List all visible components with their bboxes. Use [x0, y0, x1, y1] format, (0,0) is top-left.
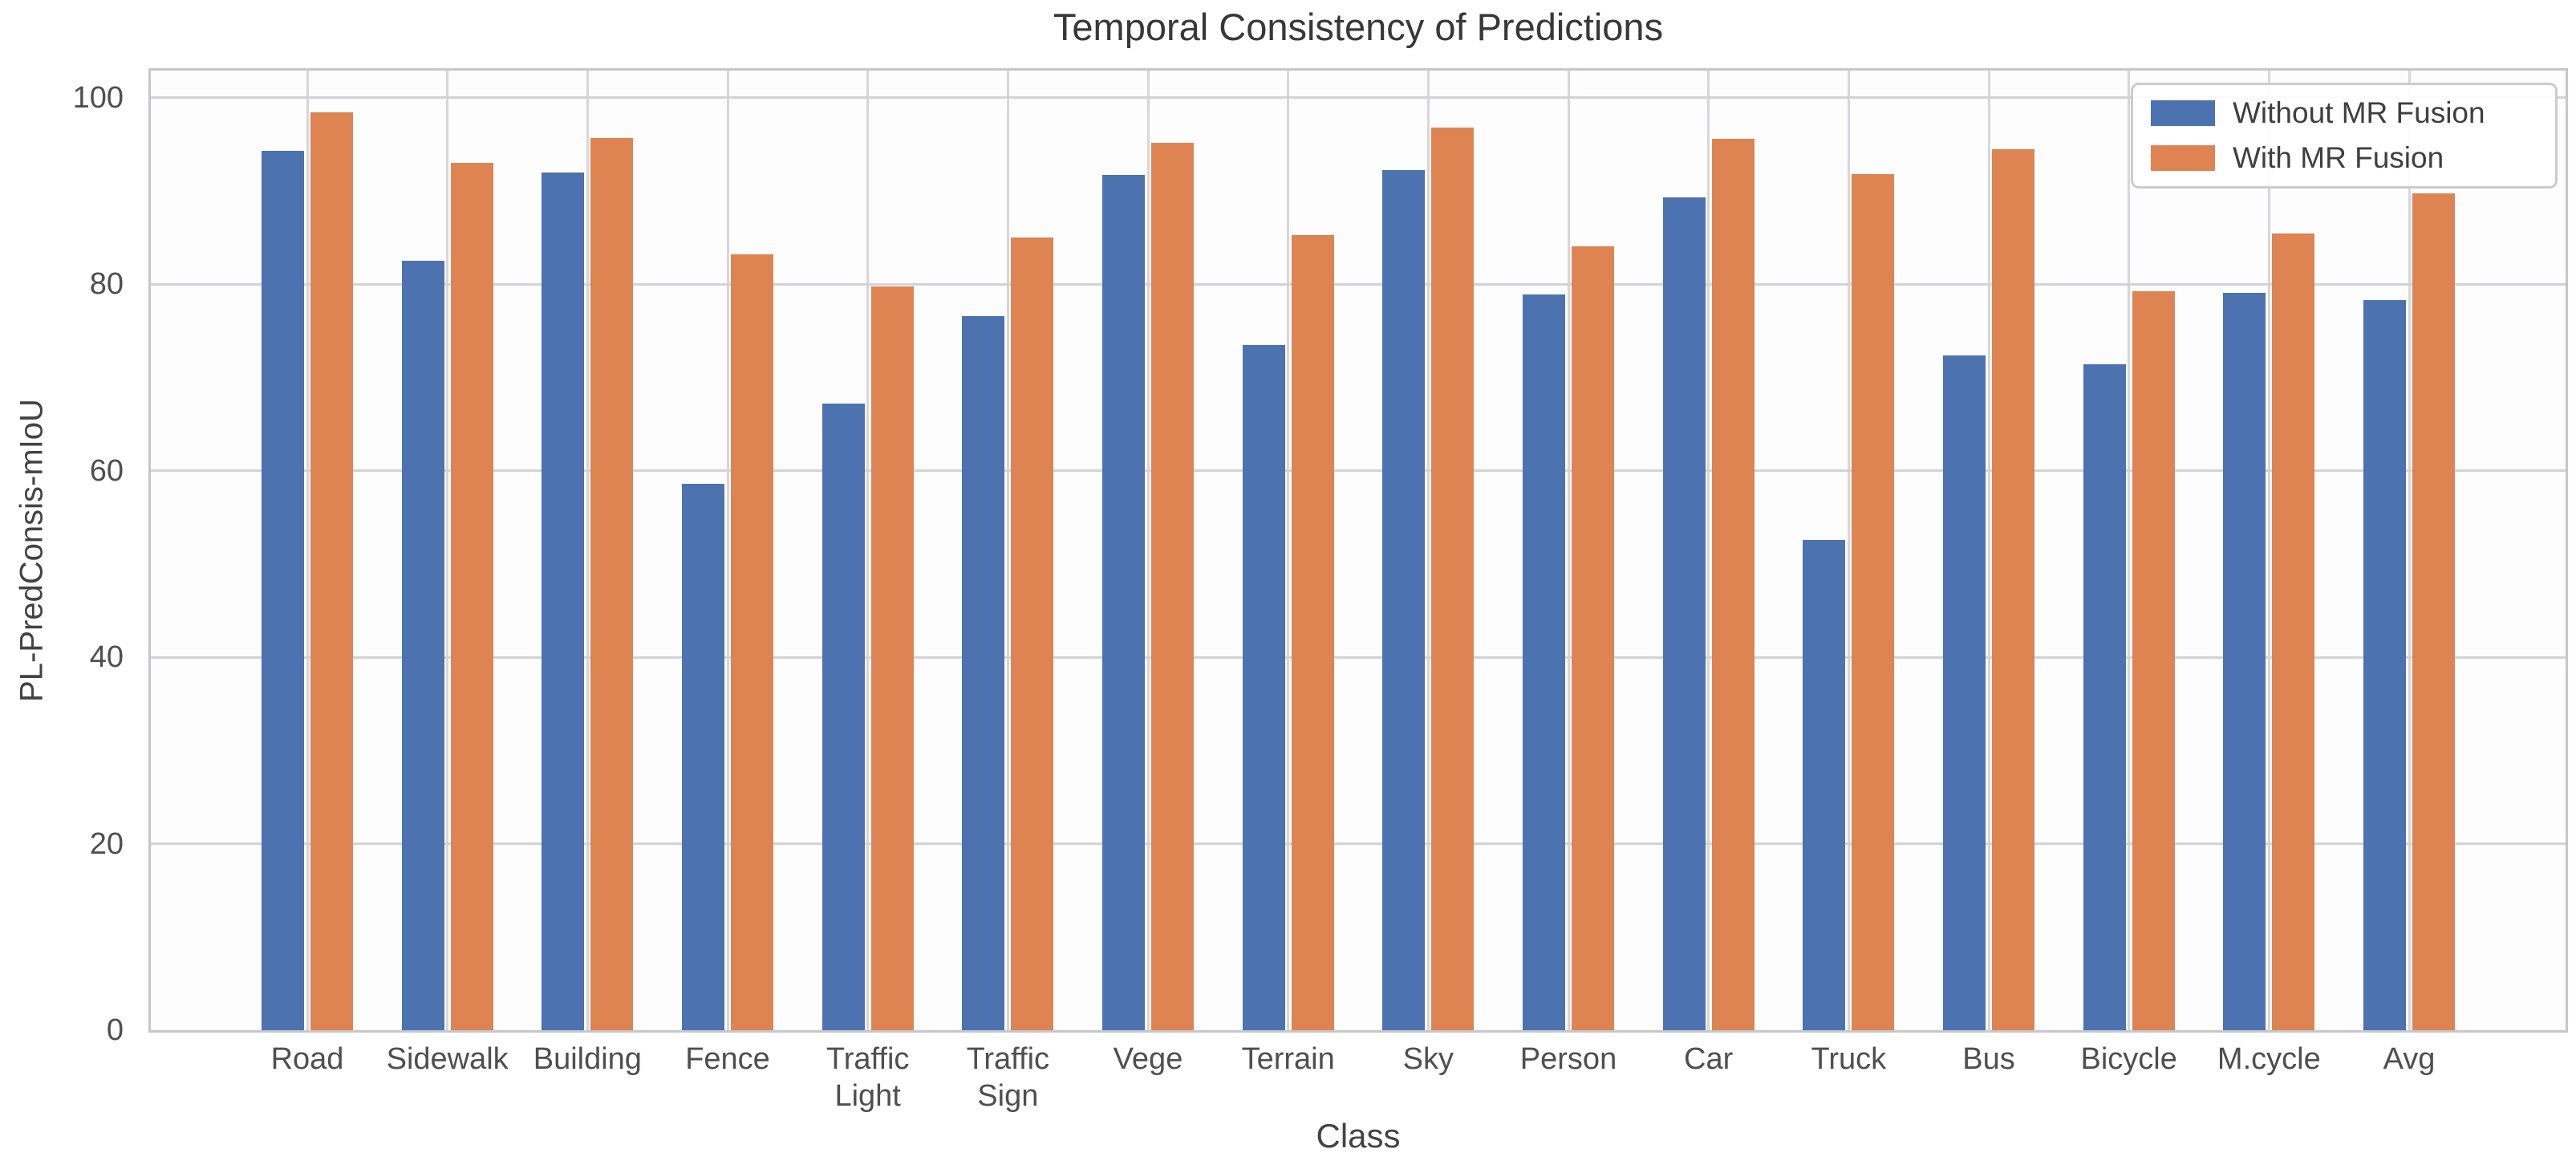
bar-without-mr-fusion — [1803, 539, 1846, 1030]
x-tick-label: Avg — [2383, 1042, 2436, 1076]
bar-with-mr-fusion — [1011, 237, 1054, 1030]
bar-with-mr-fusion — [450, 163, 493, 1030]
bar-with-mr-fusion — [2272, 233, 2315, 1030]
vertical-gridline — [866, 71, 870, 1030]
legend-label: Without MR Fusion — [2233, 96, 2485, 129]
x-tick-label: Traffic Light — [826, 1042, 910, 1113]
vertical-gridline — [1847, 71, 1850, 1030]
bar-without-mr-fusion — [542, 172, 585, 1030]
vertical-gridline — [2408, 71, 2411, 1030]
vertical-gridline — [1287, 71, 1290, 1030]
bar-without-mr-fusion — [1102, 175, 1145, 1030]
x-tick-label: Building — [533, 1042, 642, 1076]
x-tick-label: M.cycle — [2217, 1042, 2321, 1076]
vertical-gridline — [306, 71, 309, 1030]
horizontal-gridline — [151, 842, 2566, 846]
bar-without-mr-fusion — [821, 403, 865, 1030]
bar-with-mr-fusion — [310, 112, 353, 1030]
bar-without-mr-fusion — [2223, 292, 2266, 1030]
vertical-gridline — [1707, 71, 1710, 1030]
bar-without-mr-fusion — [682, 483, 724, 1030]
bar-without-mr-fusion — [1662, 197, 1706, 1030]
bar-without-mr-fusion — [2083, 364, 2126, 1030]
legend-item-with-mr-fusion: With MR Fusion — [2151, 141, 2537, 175]
y-tick-label: 0 — [106, 1013, 124, 1047]
x-tick-label: Road — [270, 1042, 344, 1076]
y-tick-label: 80 — [89, 267, 124, 302]
y-tick-label: 40 — [89, 640, 124, 675]
x-tick-label: Sky — [1402, 1042, 1454, 1076]
x-tick-label: Truck — [1811, 1042, 1887, 1076]
x-tick-label: Car — [1684, 1042, 1734, 1076]
legend-swatch-orange-icon — [2151, 145, 2215, 171]
vertical-gridline — [1426, 71, 1430, 1030]
vertical-gridline — [1146, 71, 1150, 1030]
x-axis-label: Class — [1316, 1117, 1401, 1155]
horizontal-gridline — [151, 656, 2566, 659]
bar-without-mr-fusion — [401, 261, 444, 1030]
horizontal-gridline — [151, 282, 2566, 286]
bar-with-mr-fusion — [1852, 174, 1895, 1030]
bar-with-mr-fusion — [1151, 142, 1194, 1030]
vertical-gridline — [586, 71, 589, 1030]
legend-swatch-blue-icon — [2151, 100, 2215, 126]
legend-label: With MR Fusion — [2233, 141, 2444, 174]
bar-without-mr-fusion — [1523, 294, 1565, 1030]
vertical-gridline — [2267, 71, 2270, 1030]
x-tick-label: Fence — [685, 1042, 770, 1076]
bar-with-mr-fusion — [1431, 127, 1475, 1030]
x-tick-label: Sidewalk — [386, 1042, 509, 1076]
horizontal-gridline — [151, 96, 2566, 99]
bar-with-mr-fusion — [1992, 148, 2034, 1030]
bar-with-mr-fusion — [2412, 193, 2455, 1030]
vertical-gridline — [726, 71, 729, 1030]
y-tick-label: 60 — [89, 453, 124, 488]
bar-with-mr-fusion — [1572, 246, 1614, 1030]
y-tick-label: 100 — [72, 80, 124, 115]
bar-without-mr-fusion — [1242, 344, 1285, 1030]
legend-item-without-mr-fusion: Without MR Fusion — [2151, 96, 2537, 130]
bar-with-mr-fusion — [2132, 291, 2175, 1030]
plot-area — [148, 68, 2568, 1033]
bar-with-mr-fusion — [870, 286, 914, 1030]
y-tick-label: 20 — [89, 826, 124, 861]
x-tick-label: Traffic Sign — [966, 1042, 1050, 1113]
x-tick-label: Bicycle — [2080, 1042, 2177, 1076]
legend: Without MR Fusion With MR Fusion — [2131, 83, 2558, 189]
x-tick-label: Bus — [1962, 1042, 2015, 1076]
bar-with-mr-fusion — [1711, 138, 1755, 1030]
x-tick-label: Terrain — [1241, 1042, 1335, 1076]
vertical-gridline — [1567, 71, 1570, 1030]
bar-without-mr-fusion — [2363, 299, 2406, 1030]
bar-with-mr-fusion — [590, 137, 634, 1030]
chart-title: Temporal Consistency of Predictions — [1053, 6, 1664, 48]
vertical-gridline — [1987, 71, 1990, 1030]
bar-without-mr-fusion — [1943, 355, 1986, 1030]
bar-with-mr-fusion — [1291, 234, 1334, 1030]
bar-with-mr-fusion — [731, 254, 773, 1030]
vertical-gridline — [446, 71, 449, 1030]
bar-without-mr-fusion — [262, 150, 304, 1030]
vertical-gridline — [1006, 71, 1009, 1030]
vertical-gridline — [2128, 71, 2131, 1030]
horizontal-gridline — [151, 469, 2566, 473]
bar-without-mr-fusion — [1382, 170, 1426, 1030]
x-tick-label: Person — [1519, 1042, 1617, 1076]
x-tick-label: Vege — [1113, 1042, 1183, 1076]
bar-without-mr-fusion — [962, 315, 1005, 1030]
